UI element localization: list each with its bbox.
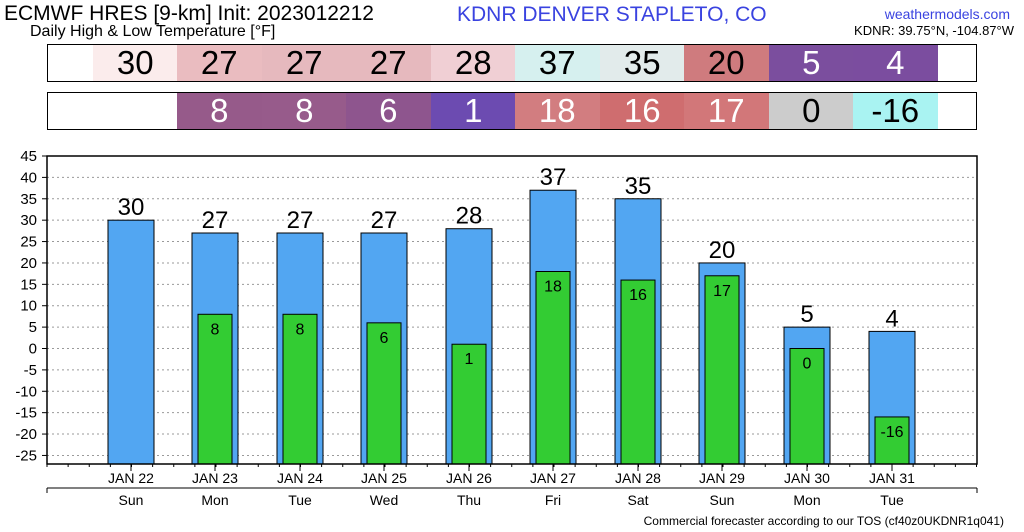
low-bar <box>874 416 910 465</box>
high-bar <box>107 219 155 465</box>
low-cell: 6 <box>346 93 431 129</box>
low-bar-label: 1 <box>465 351 474 368</box>
x-weekday-label: Sat <box>627 492 648 508</box>
y-tick-label: -20 <box>15 426 37 443</box>
low-cell: 0 <box>769 93 854 129</box>
x-weekday-label: Thu <box>457 492 481 508</box>
x-date-label: JAN 30 <box>784 470 830 486</box>
low-cell: 1 <box>431 93 516 129</box>
low-temperature-strip: 8 8 6 1 18 16 17 0 -16 <box>47 92 977 130</box>
y-tick-label: -5 <box>24 362 37 379</box>
x-weekday-label: Tue <box>288 492 312 508</box>
high-cell: 37 <box>515 45 600 81</box>
low-bar <box>620 279 656 465</box>
x-date-label: JAN 23 <box>192 470 238 486</box>
low-bar-label: 8 <box>211 321 220 338</box>
y-tick-label: 5 <box>29 319 37 336</box>
y-tick-label: 15 <box>20 276 37 293</box>
low-bar-label: 16 <box>629 287 647 304</box>
high-bar-label: 37 <box>540 164 567 191</box>
y-tick-label: 10 <box>20 298 37 315</box>
low-cell: 16 <box>600 93 685 129</box>
x-weekday-label: Sun <box>119 492 144 508</box>
y-tick-label: 45 <box>20 148 37 165</box>
low-cell: 8 <box>262 93 347 129</box>
low-cell <box>93 93 178 129</box>
y-tick-label: 35 <box>20 191 37 208</box>
y-tick-label: 25 <box>20 234 37 251</box>
x-weekday-label: Sun <box>710 492 735 508</box>
x-date-label: JAN 29 <box>699 470 745 486</box>
high-bar-label: 27 <box>371 207 398 234</box>
station-name: KDNR DENVER STAPLETO, CO <box>457 3 767 26</box>
low-bar <box>535 271 571 465</box>
low-bar-label: 6 <box>380 330 389 347</box>
high-bar-label: 20 <box>709 237 736 264</box>
x-date-label: JAN 31 <box>869 470 915 486</box>
high-cell: 4 <box>853 45 938 81</box>
low-bar <box>789 348 825 465</box>
x-weekday-label: Wed <box>370 492 399 508</box>
high-bar-label: 35 <box>625 173 652 200</box>
low-bar <box>451 343 487 465</box>
footer-note: Commercial forecaster according to our T… <box>643 514 1004 528</box>
high-cell: 27 <box>177 45 262 81</box>
low-cell: -16 <box>853 93 938 129</box>
x-date-label: JAN 25 <box>361 470 407 486</box>
x-weekday-label: Tue <box>880 492 904 508</box>
model-title: ECMWF HRES [9-km] Init: 2023012212 <box>4 2 374 25</box>
high-cell: 27 <box>346 45 431 81</box>
station-coordinates: KDNR: 39.75°N, -104.87°W <box>854 23 1014 38</box>
y-tick-label: -15 <box>15 405 37 422</box>
high-cell: 27 <box>262 45 347 81</box>
high-cell: 28 <box>431 45 516 81</box>
low-bar-label: 8 <box>296 321 305 338</box>
high-bar-label: 4 <box>885 305 898 332</box>
x-date-label: JAN 22 <box>108 470 154 486</box>
low-bar <box>282 313 318 465</box>
x-date-label: JAN 28 <box>615 470 661 486</box>
x-weekday-label: Mon <box>201 492 228 508</box>
plot-frame <box>46 155 978 465</box>
x-date-label: JAN 26 <box>446 470 492 486</box>
y-tick-label: 30 <box>20 212 37 229</box>
high-temperature-strip: 30 27 27 27 28 37 35 20 5 4 <box>47 44 977 82</box>
low-bar-label: -16 <box>880 424 903 441</box>
low-bar-label: 17 <box>713 283 731 300</box>
chart-subtitle: Daily High & Low Temperature [°F] <box>30 23 276 40</box>
high-bar-label: 30 <box>118 194 145 221</box>
high-bar-label: 27 <box>202 207 229 234</box>
low-bar-label: 18 <box>544 279 562 296</box>
x-date-label: JAN 27 <box>530 470 576 486</box>
site-link[interactable]: weathermodels.com <box>884 6 1010 22</box>
x-weekday-label: Fri <box>545 492 561 508</box>
low-bar <box>704 275 740 465</box>
y-tick-label: -25 <box>15 447 37 464</box>
high-cell: 5 <box>769 45 854 81</box>
low-cell: 17 <box>684 93 769 129</box>
low-cell: 8 <box>177 93 262 129</box>
high-cell: 20 <box>684 45 769 81</box>
high-cell: 35 <box>600 45 685 81</box>
y-tick-label: 0 <box>29 341 37 358</box>
high-bar-label: 27 <box>287 207 314 234</box>
y-tick-label: -10 <box>15 383 37 400</box>
low-cell: 18 <box>515 93 600 129</box>
low-bar-label: 0 <box>803 356 812 373</box>
low-bar <box>197 313 233 465</box>
low-bar <box>366 322 402 465</box>
high-bar-label: 28 <box>456 203 483 230</box>
x-date-label: JAN 24 <box>277 470 323 486</box>
high-cell: 30 <box>93 45 178 81</box>
high-bar-label: 5 <box>800 301 813 328</box>
x-weekday-label: Mon <box>793 492 820 508</box>
y-tick-label: 40 <box>20 169 37 186</box>
y-tick-label: 20 <box>20 255 37 272</box>
